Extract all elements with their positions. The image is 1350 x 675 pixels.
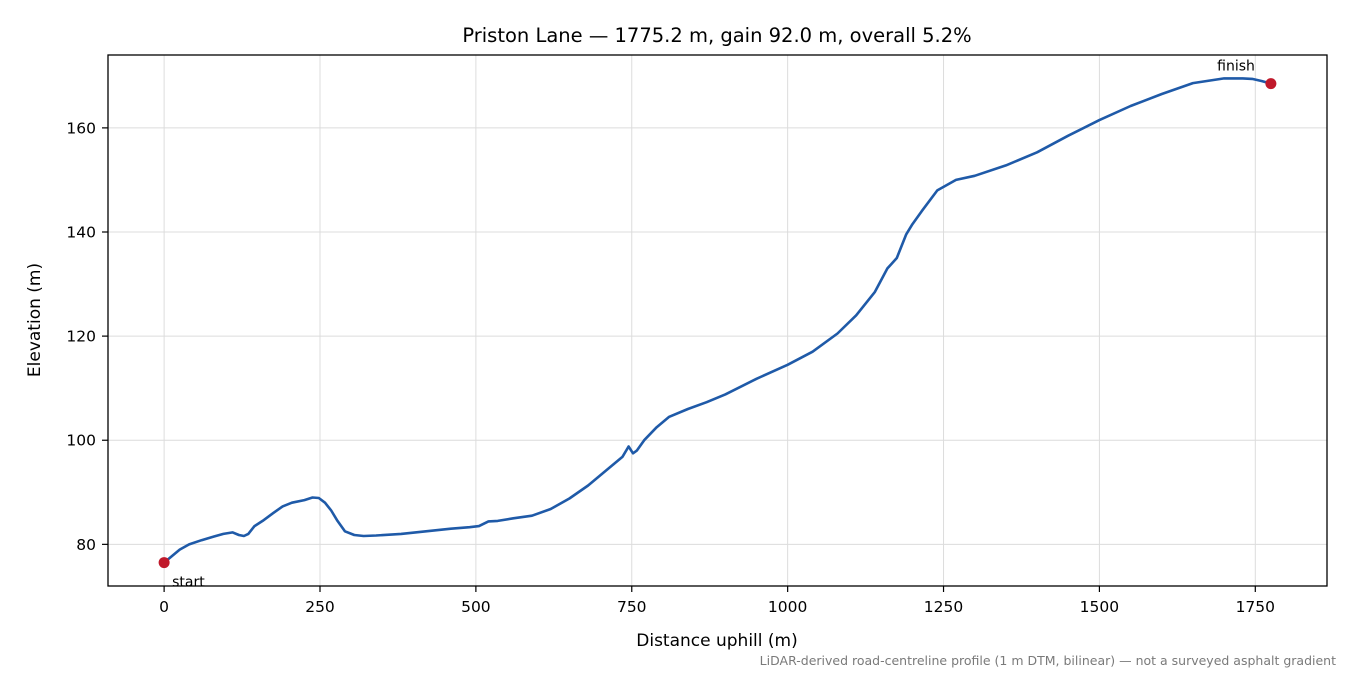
x-axis-title: Distance uphill (m) (636, 631, 797, 651)
start-label: start (172, 575, 205, 591)
chart-title: Priston Lane — 1775.2 m, gain 92.0 m, ov… (462, 24, 971, 47)
x-tick-label: 1750 (1236, 598, 1275, 616)
y-tick-label: 140 (66, 224, 96, 242)
grid-lines (108, 55, 1327, 586)
x-tick-label: 250 (305, 598, 335, 616)
plot-frame (107, 54, 1328, 587)
marker-layer: start finish (158, 59, 1277, 591)
x-tick-label: 500 (461, 598, 491, 616)
footnote: LiDAR-derived road-centreline profile (1… (760, 653, 1336, 668)
start-marker (158, 557, 170, 569)
finish-marker (1265, 78, 1277, 90)
axis-ticks: 0 250 500 750 1000 1250 1500 1750 80 100 120 140 160 (66, 119, 1275, 616)
elevation-profile-line (162, 77, 1273, 564)
series-layer (162, 77, 1273, 564)
x-tick-label: 1500 (1080, 598, 1119, 616)
x-tick-label: 0 (159, 598, 169, 616)
y-tick-label: 100 (66, 432, 96, 450)
y-tick-label: 120 (66, 328, 96, 346)
y-tick-label: 160 (66, 119, 96, 137)
y-tick-label: 80 (76, 536, 96, 554)
y-axis-title: Elevation (m) (25, 263, 45, 377)
x-tick-label: 1250 (924, 598, 963, 616)
x-tick-label: 1000 (768, 598, 807, 616)
finish-label: finish (1217, 59, 1255, 75)
x-tick-label: 750 (617, 598, 647, 616)
